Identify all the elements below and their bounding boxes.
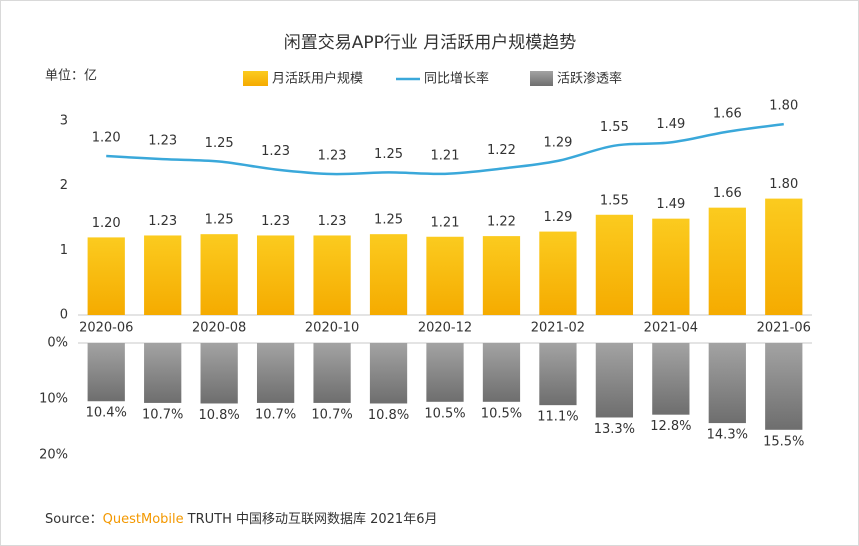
data-label: 1.80 — [769, 99, 798, 114]
data-label: 1.49 — [656, 197, 685, 212]
data-label: 1.22 — [487, 143, 516, 158]
legend-label: 活跃渗透率 — [557, 71, 622, 87]
data-label: 14.3% — [707, 428, 748, 443]
data-label: 1.23 — [318, 149, 347, 164]
data-label: 1.25 — [374, 213, 403, 228]
growth-line — [106, 122, 784, 176]
bar — [426, 343, 464, 402]
data-label: 12.8% — [650, 419, 691, 434]
bar — [200, 234, 238, 315]
data-label: 1.29 — [543, 210, 572, 225]
bar — [313, 235, 351, 315]
bar — [200, 343, 238, 404]
data-label: 1.25 — [205, 213, 234, 228]
y-tick-label: 2 — [60, 178, 68, 193]
data-label: 1.22 — [487, 215, 516, 230]
bar — [482, 236, 521, 315]
source-brand: QuestMobile — [103, 512, 184, 527]
y-tick-label: 3 — [60, 114, 68, 129]
bar — [595, 343, 634, 418]
bar — [482, 343, 521, 402]
data-label: 1.23 — [318, 214, 347, 229]
bar — [539, 343, 577, 406]
bar — [313, 343, 351, 403]
bar — [426, 236, 464, 315]
data-label: 1.23 — [148, 134, 177, 149]
y-tick-label: 0 — [60, 308, 68, 323]
source: Source：QuestMobile TRUTH 中国移动互联网数据库 2021年… — [45, 511, 437, 527]
bar — [765, 343, 803, 430]
data-label: 1.25 — [374, 147, 403, 162]
y-tick-label: 20% — [39, 448, 68, 463]
data-label: 1.66 — [713, 186, 742, 201]
bar — [369, 343, 408, 404]
legend-swatch — [243, 71, 268, 86]
data-label: 1.49 — [656, 117, 685, 132]
data-label: 1.25 — [205, 136, 234, 151]
data-label: 10.8% — [198, 408, 239, 423]
data-label: 10.7% — [311, 407, 352, 422]
data-label: 10.7% — [255, 407, 296, 422]
legend-swatch — [530, 71, 553, 86]
data-label: 1.21 — [431, 215, 460, 230]
bar — [87, 237, 125, 315]
bar — [708, 207, 746, 315]
legend-label: 同比增长率 — [424, 71, 489, 87]
bar — [144, 235, 182, 315]
bar — [539, 231, 577, 315]
data-label: 1.23 — [261, 144, 290, 159]
data-label: 1.23 — [148, 214, 177, 229]
bar — [256, 343, 295, 403]
data-label: 10.5% — [424, 406, 465, 421]
data-label: 1.29 — [543, 135, 572, 150]
x-tick-label: 2021-04 — [644, 321, 698, 336]
data-label: 1.20 — [92, 130, 121, 145]
x-tick-label: 2020-12 — [418, 321, 472, 336]
bar — [369, 234, 408, 315]
bar — [765, 198, 803, 315]
source-text: TRUTH 中国移动互联网数据库 2021年6月 — [187, 511, 438, 527]
bar — [144, 343, 182, 403]
data-label: 1.20 — [92, 216, 121, 231]
bar — [652, 218, 690, 315]
data-label: 1.80 — [769, 177, 798, 192]
y-tick-label: 1 — [60, 243, 68, 258]
x-tick-label: 2020-08 — [192, 321, 246, 336]
x-tick-label: 2020-10 — [305, 321, 359, 336]
data-label: 1.66 — [713, 106, 742, 121]
x-tick-label: 2021-06 — [757, 321, 811, 336]
data-label: 13.3% — [594, 422, 635, 437]
data-label: 1.55 — [600, 193, 629, 208]
data-label: 10.8% — [368, 408, 409, 423]
bar — [708, 343, 746, 424]
y-tick-label: 0% — [47, 336, 68, 351]
source-prefix: Source： — [45, 512, 103, 527]
data-label: 10.4% — [86, 406, 127, 421]
data-label: 1.55 — [600, 120, 629, 135]
x-tick-label: 2020-06 — [79, 321, 133, 336]
chart-title: 闲置交易APP行业 月活跃用户规模趋势 — [284, 33, 577, 53]
data-label: 1.21 — [431, 148, 460, 163]
x-tick-label: 2021-02 — [531, 321, 585, 336]
data-label: 1.23 — [261, 214, 290, 229]
bar — [652, 343, 690, 415]
data-label: 10.5% — [481, 406, 522, 421]
legend-label: 月活跃用户规模 — [272, 71, 363, 87]
data-label: 10.7% — [142, 407, 183, 422]
bar — [87, 343, 125, 402]
data-label: 15.5% — [763, 434, 804, 449]
y-tick-label: 10% — [39, 392, 68, 407]
bar — [595, 214, 634, 315]
data-label: 11.1% — [537, 410, 578, 425]
unit-label: 单位：亿 — [45, 69, 97, 84]
bar — [256, 235, 295, 315]
